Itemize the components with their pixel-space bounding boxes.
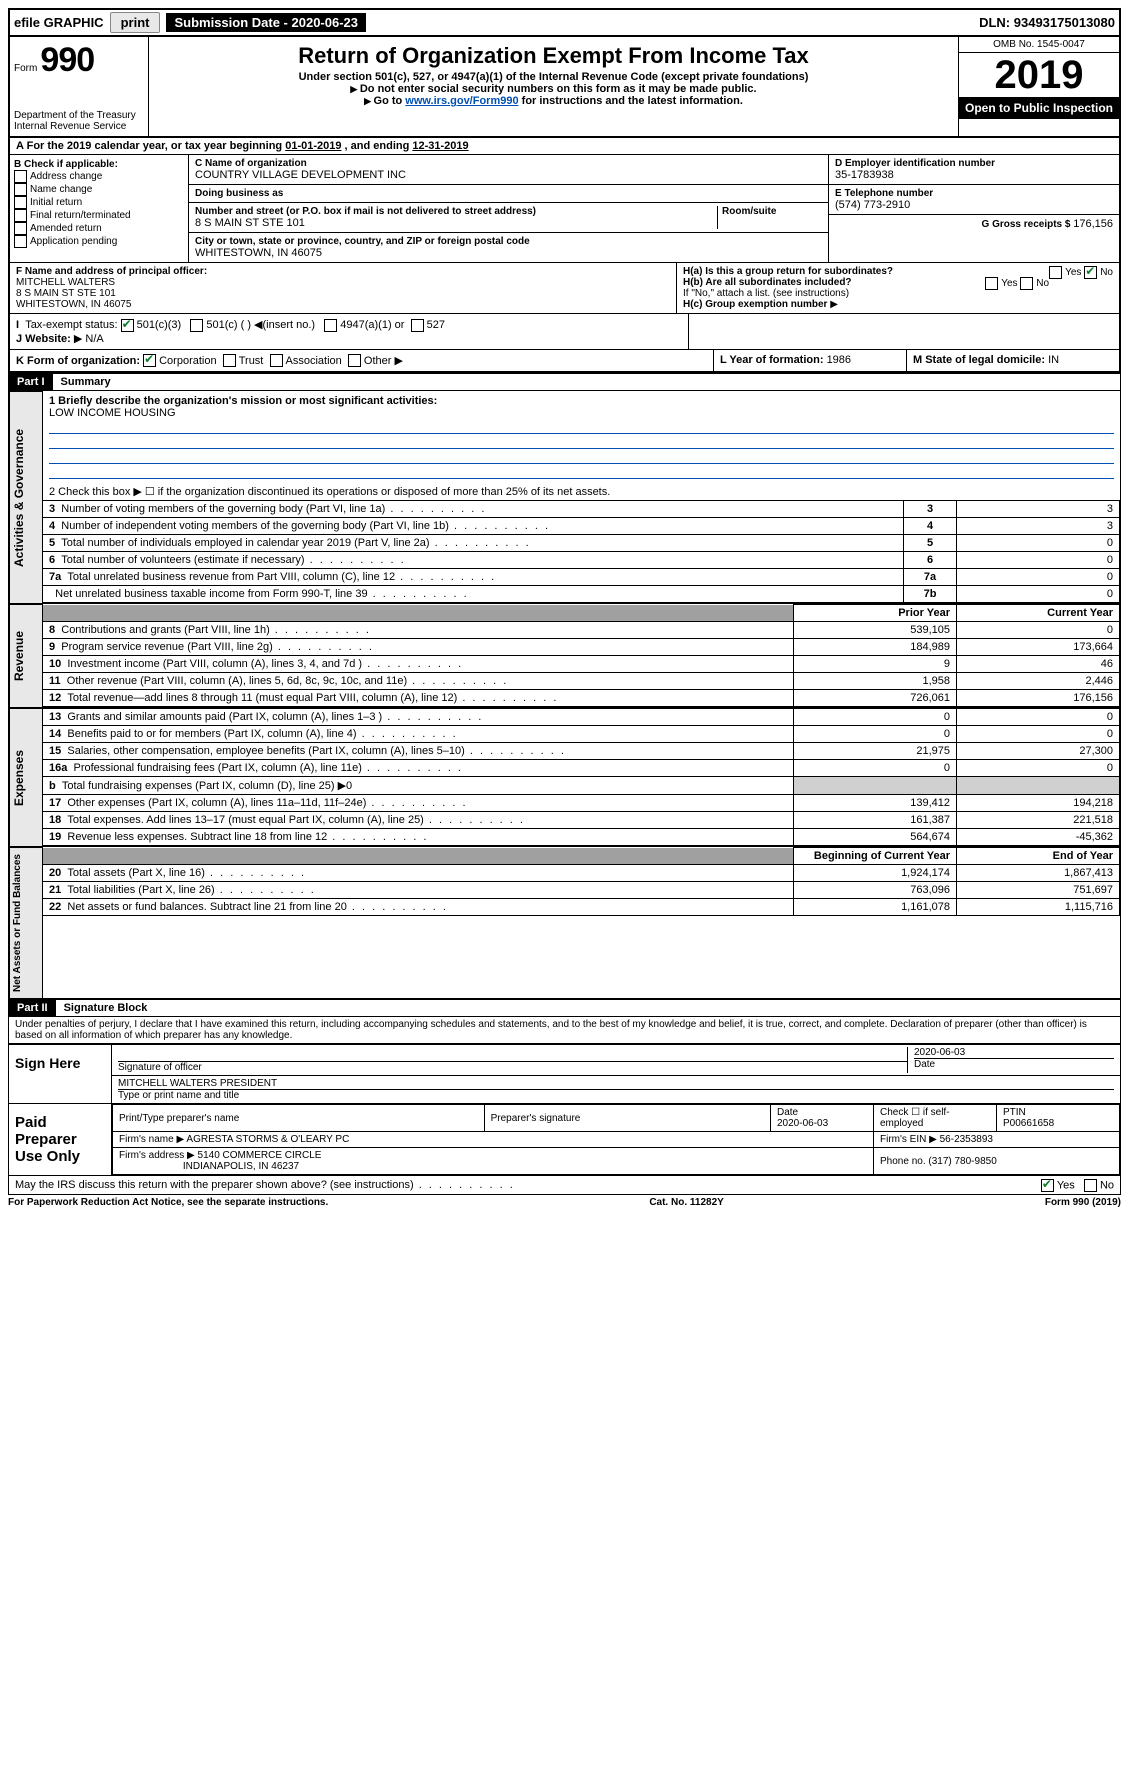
sig-officer-label: Signature of officer	[118, 1061, 907, 1073]
ein-cell: D Employer identification number 35-1783…	[829, 155, 1119, 185]
table-row: 4 Number of independent voting members o…	[43, 518, 1120, 535]
revenue-table: Prior Year Current Year 8 Contributions …	[43, 604, 1120, 707]
part-1-header: Part I Summary	[8, 373, 1121, 391]
k-l-m-row: K Form of organization: Corporation Trus…	[8, 350, 1121, 374]
submission-date: Submission Date - 2020-06-23	[166, 13, 366, 32]
firm-name: AGRESTA STORMS & O'LEARY PC	[186, 1134, 349, 1145]
tax-year: 2019	[959, 53, 1119, 97]
ptin: P00661658	[1003, 1118, 1054, 1129]
form-prefix: Form	[14, 63, 37, 74]
table-row: 12 Total revenue—add lines 8 through 11 …	[43, 690, 1120, 707]
paid-preparer-block: Paid Preparer Use Only Print/Type prepar…	[8, 1104, 1121, 1176]
identity-block: B Check if applicable: Address change Na…	[8, 155, 1121, 263]
table-row: 10 Investment income (Part VIII, column …	[43, 656, 1120, 673]
firm-ein: 56-2353893	[940, 1134, 993, 1145]
preparer-date: 2020-06-03	[777, 1118, 828, 1129]
self-employed-check[interactable]: Check ☐ if self-employed	[874, 1105, 997, 1132]
org-name-cell: C Name of organization COUNTRY VILLAGE D…	[189, 155, 828, 185]
efile-label: efile GRAPHIC	[14, 15, 104, 30]
preparer-name-header: Print/Type preparer's name	[113, 1105, 485, 1132]
status-website-row: I Tax-exempt status: 501(c)(3) 501(c) ( …	[8, 314, 1121, 350]
sig-date: 2020-06-03	[914, 1047, 1114, 1058]
table-row: 18 Total expenses. Add lines 13–17 (must…	[43, 812, 1120, 829]
tab-net-assets: Net Assets or Fund Balances	[9, 847, 43, 999]
firm-addr1: 5140 COMMERCE CIRCLE	[198, 1150, 322, 1161]
discuss-row: May the IRS discuss this return with the…	[8, 1176, 1121, 1195]
open-public-badge: Open to Public Inspection	[959, 97, 1119, 119]
table-row: 16a Professional fundraising fees (Part …	[43, 760, 1120, 777]
city-cell: City or town, state or province, country…	[189, 233, 828, 262]
expenses-table: 13 Grants and similar amounts paid (Part…	[43, 708, 1120, 846]
firm-addr2: INDIANAPOLIS, IN 46237	[183, 1161, 299, 1172]
box-m: M State of legal domicile: IN	[906, 350, 1119, 372]
table-row: 19 Revenue less expenses. Subtract line …	[43, 829, 1120, 846]
omb-number: OMB No. 1545-0047	[959, 37, 1119, 53]
net-assets-table: Beginning of Current Year End of Year 20…	[43, 847, 1120, 916]
governance-table: 3 Number of voting members of the govern…	[43, 500, 1120, 603]
box-k: K Form of organization: Corporation Trus…	[10, 350, 713, 372]
table-row: 13 Grants and similar amounts paid (Part…	[43, 709, 1120, 726]
table-row: 6 Total number of volunteers (estimate i…	[43, 552, 1120, 569]
print-button[interactable]: print	[110, 12, 161, 33]
discuss-no-check[interactable]	[1084, 1179, 1097, 1192]
perjury-statement: Under penalties of perjury, I declare th…	[8, 1017, 1121, 1044]
table-row: 5 Total number of individuals employed i…	[43, 535, 1120, 552]
tax-status: I Tax-exempt status: 501(c)(3) 501(c) ( …	[16, 318, 682, 332]
dln: DLN: 93493175013080	[979, 15, 1115, 30]
dept-treasury: Department of the Treasury	[14, 110, 144, 121]
table-row: 15 Salaries, other compensation, employe…	[43, 743, 1120, 760]
type-name-label: Type or print name and title	[118, 1089, 1114, 1101]
paid-preparer-label: Paid Preparer Use Only	[9, 1104, 112, 1175]
officer-name: MITCHELL WALTERS PRESIDENT	[118, 1078, 1114, 1089]
website: J Website: ▶ N/A	[16, 332, 682, 345]
tab-governance: Activities & Governance	[9, 391, 43, 604]
irs-link[interactable]: www.irs.gov/Form990	[405, 95, 518, 107]
box-b: B Check if applicable: Address change Na…	[10, 155, 189, 262]
part-2-header: Part II Signature Block	[8, 999, 1121, 1017]
form-subtitle-1: Under section 501(c), 527, or 4947(a)(1)…	[157, 71, 950, 83]
table-row: 21 Total liabilities (Part X, line 26)76…	[43, 882, 1120, 899]
mission-block: 1 Briefly describe the organization's mi…	[43, 391, 1120, 483]
tab-expenses: Expenses	[9, 708, 43, 847]
form-title: Return of Organization Exempt From Incom…	[157, 43, 950, 69]
officer-group-row: F Name and address of principal officer:…	[8, 263, 1121, 314]
preparer-sig-header: Preparer's signature	[484, 1105, 770, 1132]
form-header: Form 990 Department of the Treasury Inte…	[8, 37, 1121, 138]
sig-date-label: Date	[914, 1058, 1114, 1070]
table-row: 11 Other revenue (Part VIII, column (A),…	[43, 673, 1120, 690]
table-row: 22 Net assets or fund balances. Subtract…	[43, 899, 1120, 916]
top-bar: efile GRAPHIC print Submission Date - 20…	[8, 8, 1121, 37]
line-2: 2 Check this box ▶ ☐ if the organization…	[43, 483, 1120, 500]
sign-here-label: Sign Here	[9, 1045, 112, 1103]
form-subtitle-3: Go to www.irs.gov/Form990 for instructio…	[157, 95, 950, 107]
box-h: H(a) Is this a group return for subordin…	[676, 263, 1119, 313]
discuss-yes-check[interactable]	[1041, 1179, 1054, 1192]
table-row: b Total fundraising expenses (Part IX, c…	[43, 777, 1120, 795]
table-row: 20 Total assets (Part X, line 16)1,924,1…	[43, 865, 1120, 882]
sign-here-block: Sign Here Signature of officer 2020-06-0…	[8, 1044, 1121, 1104]
table-row: 3 Number of voting members of the govern…	[43, 501, 1120, 518]
address-cell: Number and street (or P.O. box if mail i…	[189, 203, 828, 233]
form-number: 990	[40, 41, 94, 79]
table-row: 14 Benefits paid to or for members (Part…	[43, 726, 1120, 743]
table-row: Net unrelated business taxable income fr…	[43, 586, 1120, 603]
phone-cell: E Telephone number (574) 773-2910	[829, 185, 1119, 215]
firm-phone: (317) 780-9850	[928, 1156, 996, 1167]
tax-period-row: A For the 2019 calendar year, or tax yea…	[8, 138, 1121, 155]
form-subtitle-2: Do not enter social security numbers on …	[157, 83, 950, 95]
tab-revenue: Revenue	[9, 604, 43, 708]
table-row: 17 Other expenses (Part IX, column (A), …	[43, 795, 1120, 812]
gross-receipts-cell: G Gross receipts $ 176,156	[829, 215, 1119, 233]
table-row: 7a Total unrelated business revenue from…	[43, 569, 1120, 586]
footer: For Paperwork Reduction Act Notice, see …	[8, 1195, 1121, 1210]
dba-cell: Doing business as	[189, 185, 828, 203]
box-l: L Year of formation: 1986	[713, 350, 906, 372]
table-row: 9 Program service revenue (Part VIII, li…	[43, 639, 1120, 656]
table-row: 8 Contributions and grants (Part VIII, l…	[43, 622, 1120, 639]
dept-irs: Internal Revenue Service	[14, 121, 144, 132]
box-f: F Name and address of principal officer:…	[10, 263, 676, 313]
